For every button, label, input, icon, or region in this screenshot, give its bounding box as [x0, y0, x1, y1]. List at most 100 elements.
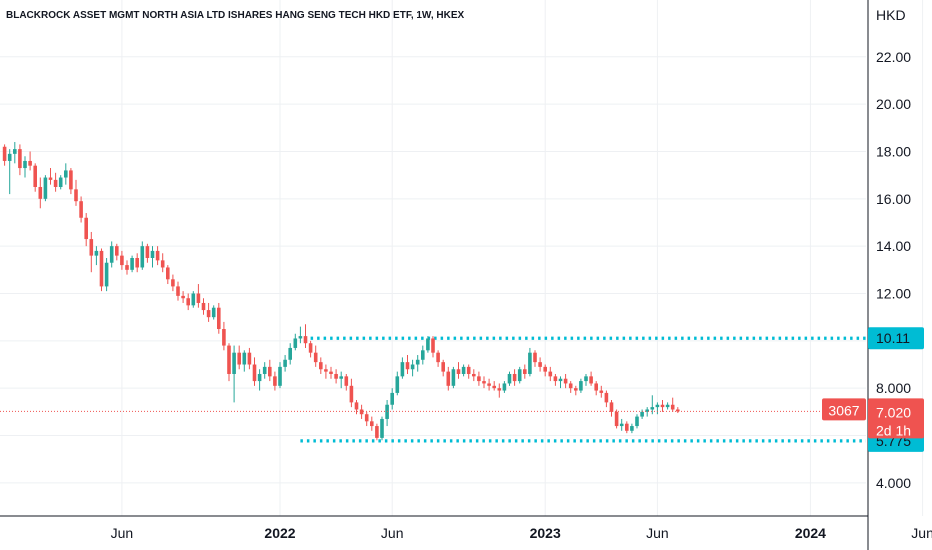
candle-body: [48, 177, 53, 180]
price-tick-label: 12.00: [876, 286, 911, 302]
candle-body: [380, 418, 384, 438]
candle-body: [23, 160, 27, 169]
candle-body: [298, 336, 303, 339]
candle: [426, 336, 430, 353]
candle-body: [120, 255, 124, 266]
candle: [222, 321, 226, 351]
price-tick-label: 20.00: [876, 96, 911, 112]
candle: [298, 326, 303, 344]
candle-body: [502, 383, 507, 391]
candle-body: [619, 423, 624, 427]
candle-body: [604, 392, 609, 403]
candle-body: [99, 250, 104, 287]
candle: [53, 172, 58, 192]
candle: [523, 364, 527, 379]
candle: [155, 246, 160, 266]
candle-body: [461, 366, 466, 374]
candle: [232, 345, 236, 403]
candle-body: [400, 362, 405, 377]
candle: [507, 371, 512, 386]
candle: [191, 291, 196, 308]
candle-body: [217, 307, 221, 330]
candle-body: [487, 383, 491, 386]
candle-body: [625, 423, 629, 431]
time-tick-label: 2024: [795, 525, 826, 541]
candle-body: [431, 338, 435, 353]
candle: [293, 333, 298, 351]
price-tick-label: 18.00: [876, 143, 911, 159]
candle-body: [329, 371, 333, 374]
time-axis[interactable]: Jun2022Jun2023Jun2024Jun2025: [111, 525, 932, 541]
candle-body: [614, 411, 619, 427]
candle: [405, 355, 410, 374]
candle-body: [660, 404, 665, 408]
candle: [242, 350, 247, 372]
candle-body: [155, 250, 160, 261]
candle: [655, 402, 660, 415]
candle-body: [584, 376, 588, 382]
price-axis[interactable]: 22.00 20.00 18.00 16.00 14.00 12.00 8.000 4.000: [876, 49, 911, 491]
candle-body: [472, 373, 476, 377]
candle: [538, 357, 542, 372]
candle: [553, 373, 558, 386]
candle-body: [456, 369, 461, 374]
candle: [58, 175, 63, 190]
candle-body: [252, 364, 257, 382]
candle: [99, 248, 104, 292]
candle: [247, 347, 252, 370]
candle: [278, 362, 282, 389]
candle: [43, 175, 48, 202]
candle-body: [665, 404, 670, 408]
candle-body: [339, 376, 343, 379]
candle: [446, 366, 451, 391]
candle-body: [676, 409, 680, 412]
symbol-code-text: 3067: [828, 402, 859, 418]
candle-body: [415, 359, 420, 365]
candle-body: [512, 373, 517, 382]
candle: [604, 390, 609, 408]
candle: [415, 355, 420, 372]
candle: [303, 324, 308, 348]
candle: [33, 163, 37, 192]
candle-body: [558, 378, 563, 382]
candle: [176, 281, 180, 301]
currency-label[interactable]: HKD: [876, 7, 906, 23]
candle: [196, 284, 201, 308]
candle-body: [645, 409, 649, 412]
candle-body: [278, 366, 282, 386]
candle-body: [599, 390, 604, 393]
candle-body: [283, 359, 287, 367]
candle-body: [171, 279, 175, 287]
candle-body: [247, 352, 252, 365]
candle: [324, 364, 328, 379]
candle: [650, 395, 655, 415]
candle: [456, 362, 461, 379]
candle: [380, 416, 384, 441]
candle: [206, 302, 211, 322]
candle: [548, 366, 553, 382]
candle: [257, 369, 262, 391]
candle: [579, 378, 583, 393]
candle: [48, 168, 53, 185]
candle: [74, 179, 78, 206]
candle: [497, 383, 502, 398]
candle-body: [150, 250, 155, 258]
candle: [477, 371, 481, 386]
candle: [166, 265, 170, 285]
candle-body: [410, 364, 415, 370]
candle: [676, 407, 680, 414]
candle-body: [308, 343, 313, 353]
candle: [584, 373, 588, 386]
candle: [23, 156, 27, 178]
symbol-code-badge: [822, 398, 866, 421]
candle: [589, 371, 593, 386]
candle: [395, 371, 400, 396]
candle-body: [446, 371, 451, 386]
candle: [594, 381, 598, 396]
candle: [227, 343, 231, 382]
candle-body: [589, 376, 593, 384]
candle-body: [477, 376, 481, 382]
countdown-text: 2d 1h: [876, 422, 911, 438]
